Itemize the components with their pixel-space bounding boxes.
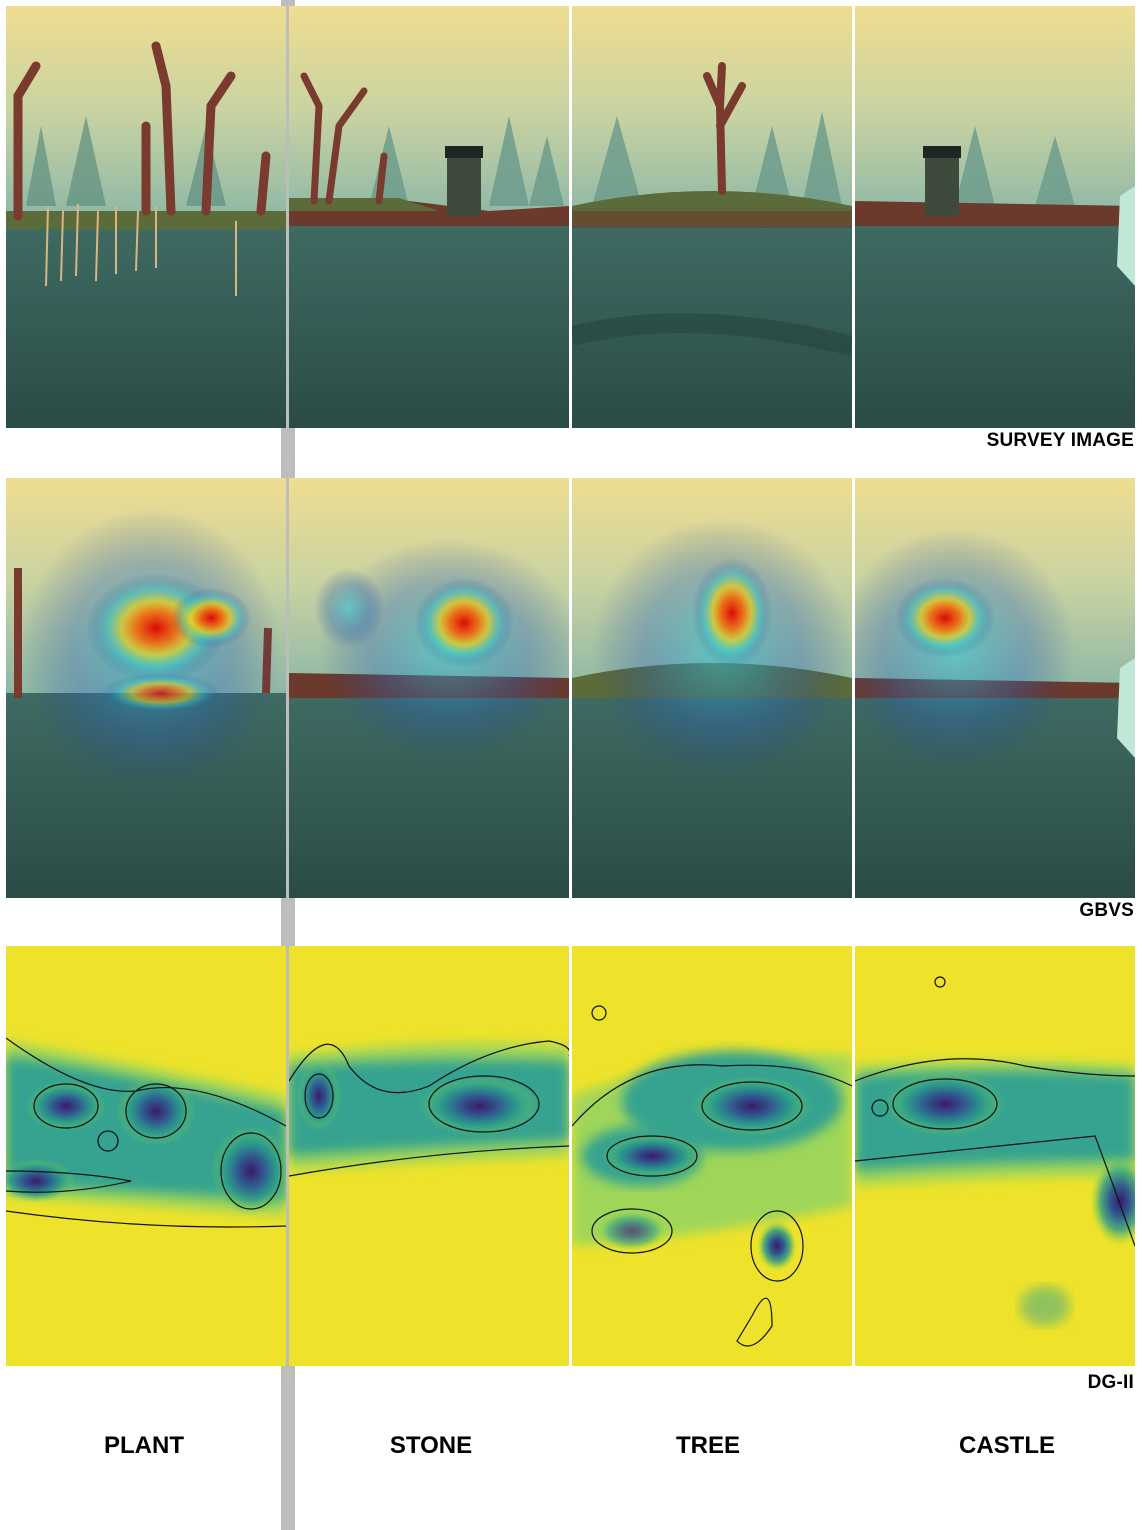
row-label-survey: SURVEY IMAGE: [986, 430, 1134, 451]
gbvs-map-stone: [289, 478, 569, 898]
column-label-stone: STONE: [389, 1432, 473, 1459]
dg2-map-castle: [855, 946, 1135, 1366]
survey-image-castle: [855, 6, 1135, 428]
survey-image-stone: [289, 6, 569, 428]
survey-image-plant: [6, 6, 286, 428]
row-label-gbvs: GBVS: [1079, 900, 1134, 921]
dg2-map-plant: [6, 946, 286, 1366]
column-label-castle: CASTLE: [959, 1432, 1055, 1459]
survey-image-tree: [572, 6, 852, 428]
column-label-tree: TREE: [675, 1432, 740, 1459]
gbvs-map-plant: [6, 478, 286, 898]
dg2-map-tree: [572, 946, 852, 1366]
dg2-map-stone: [289, 946, 569, 1366]
row-label-dg2: DG-II: [1087, 1372, 1134, 1393]
gbvs-map-castle: [855, 478, 1135, 898]
column-label-plant: PLANT: [104, 1432, 184, 1459]
gbvs-map-tree: [572, 478, 852, 898]
